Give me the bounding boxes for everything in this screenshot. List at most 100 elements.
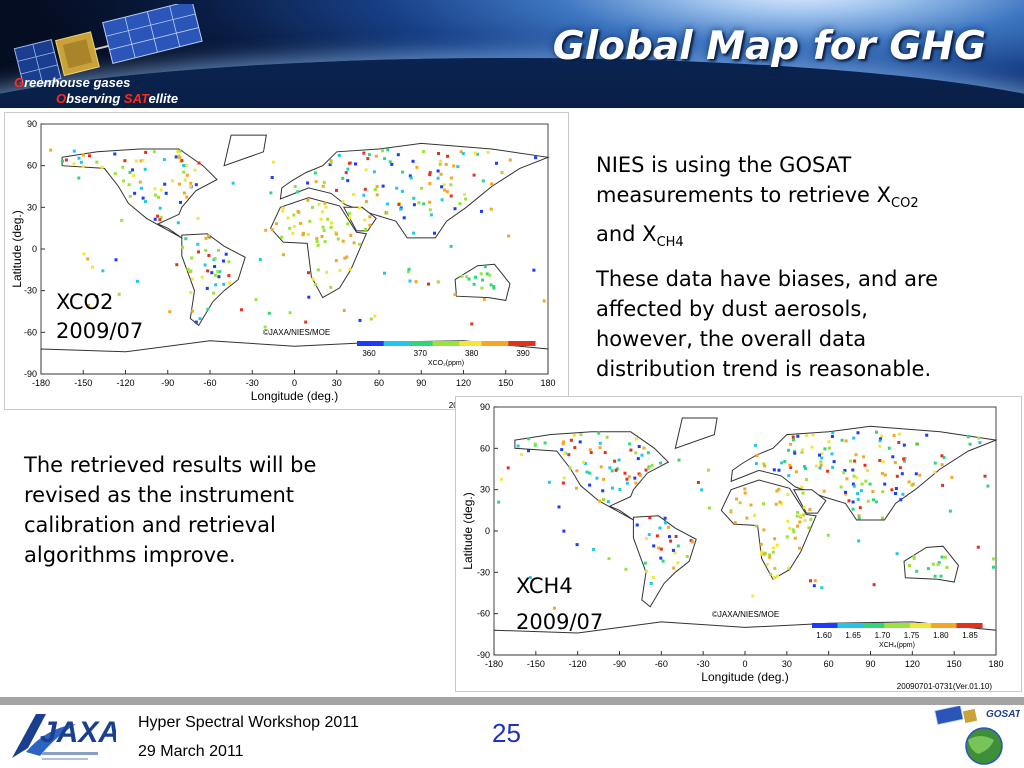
- data-point: [218, 270, 222, 274]
- colorbar-tick-label: 1.80: [933, 631, 949, 640]
- data-point: [813, 579, 817, 583]
- data-point: [851, 468, 855, 472]
- data-point: [190, 277, 194, 281]
- data-point: [349, 234, 353, 237]
- xco2-map-label: XCO2 2009/07: [56, 290, 144, 343]
- y-tick-label: -90: [24, 369, 37, 379]
- data-point: [655, 534, 659, 538]
- data-point: [280, 235, 284, 239]
- colorbar-segment: [370, 341, 376, 346]
- data-point: [314, 283, 318, 286]
- data-point: [162, 158, 166, 162]
- colorbar-segment: [383, 341, 389, 346]
- data-point: [894, 492, 897, 495]
- data-point: [760, 550, 764, 554]
- data-point: [685, 555, 689, 558]
- data-point: [859, 489, 863, 493]
- data-point: [388, 160, 392, 164]
- data-point: [415, 165, 419, 169]
- data-point: [976, 545, 980, 549]
- data-point: [810, 445, 814, 449]
- x-tick-label: -120: [116, 378, 134, 388]
- data-point: [499, 477, 503, 481]
- colorbar-segment: [875, 623, 881, 628]
- data-point: [661, 559, 665, 563]
- data-point: [154, 193, 158, 197]
- data-point: [967, 434, 971, 438]
- x-tick-label: -180: [32, 378, 50, 388]
- colorbar-segment: [935, 623, 941, 628]
- data-point: [422, 202, 426, 206]
- data-point: [490, 182, 494, 186]
- data-point: [407, 270, 410, 274]
- data-point: [629, 448, 633, 452]
- colorbar-segment: [481, 341, 487, 346]
- data-point: [206, 307, 210, 311]
- data-point: [800, 485, 804, 489]
- data-point: [461, 152, 465, 156]
- data-point: [939, 574, 943, 578]
- y-tick-label: 30: [480, 485, 490, 495]
- data-point: [177, 154, 181, 158]
- data-point: [326, 217, 330, 221]
- data-point: [407, 267, 411, 271]
- data-point: [186, 267, 190, 271]
- data-point: [872, 498, 875, 502]
- data-point: [605, 435, 609, 439]
- data-point: [442, 183, 446, 187]
- continent-namerica: [514, 431, 670, 521]
- data-point: [878, 444, 882, 448]
- data-point: [659, 461, 663, 465]
- data-point: [839, 485, 843, 489]
- data-point: [306, 232, 310, 236]
- data-point: [335, 232, 338, 236]
- x-tick-label: -30: [246, 378, 259, 388]
- data-point: [189, 181, 193, 185]
- data-point: [754, 462, 758, 466]
- data-point: [864, 479, 868, 483]
- data-point: [664, 521, 667, 525]
- workshop-date: 29 March 2011: [138, 743, 244, 760]
- data-point: [176, 150, 180, 154]
- data-point: [458, 202, 462, 206]
- data-point: [412, 196, 416, 200]
- xch4-map-panel: 90 60 30 0 -30 -60 -90 -180 -150 -120 -90 -60 -30 0 30…: [455, 396, 1022, 692]
- data-point: [768, 555, 772, 559]
- data-point: [402, 216, 406, 220]
- data-point: [569, 438, 573, 442]
- data-point: [860, 482, 864, 486]
- colorbar-label: XCH₄(ppm): [879, 642, 915, 649]
- x-tick-label: 120: [456, 378, 471, 388]
- x-tick-label: -180: [485, 659, 503, 669]
- data-point: [598, 499, 602, 503]
- colorbar-segment: [884, 623, 890, 628]
- data-point: [902, 443, 906, 447]
- data-point: [347, 212, 351, 216]
- data-point: [820, 456, 824, 460]
- data-point: [894, 487, 898, 490]
- data-point: [281, 206, 285, 210]
- data-point: [843, 469, 847, 472]
- data-point: [292, 213, 296, 217]
- data-point: [613, 459, 617, 463]
- data-point: [159, 188, 163, 192]
- data-point: [707, 468, 710, 472]
- data-point: [204, 236, 208, 240]
- data-point: [874, 500, 878, 504]
- data-point: [950, 475, 954, 479]
- data-point: [915, 569, 919, 573]
- data-point: [77, 176, 81, 180]
- data-point: [677, 458, 681, 462]
- data-point: [182, 164, 186, 167]
- data-point: [793, 451, 797, 455]
- data-point: [337, 153, 341, 157]
- data-point: [933, 574, 937, 578]
- data-point: [582, 460, 585, 464]
- data-point: [804, 467, 807, 471]
- continent-namerica: [61, 148, 218, 239]
- data-point: [446, 154, 449, 158]
- colorbar-segment: [454, 341, 460, 346]
- data-point: [925, 433, 929, 437]
- data-point: [270, 176, 274, 179]
- data-point: [258, 258, 262, 261]
